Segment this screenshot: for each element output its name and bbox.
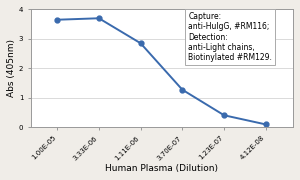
- Text: Capture:
anti-HuIgG, #RM116;
Detection:
anti-Light chains,
Biotinylated #RM129.: Capture: anti-HuIgG, #RM116; Detection: …: [188, 12, 272, 62]
- Y-axis label: Abs (405nm): Abs (405nm): [7, 39, 16, 97]
- X-axis label: Human Plasma (Dilution): Human Plasma (Dilution): [106, 164, 218, 173]
